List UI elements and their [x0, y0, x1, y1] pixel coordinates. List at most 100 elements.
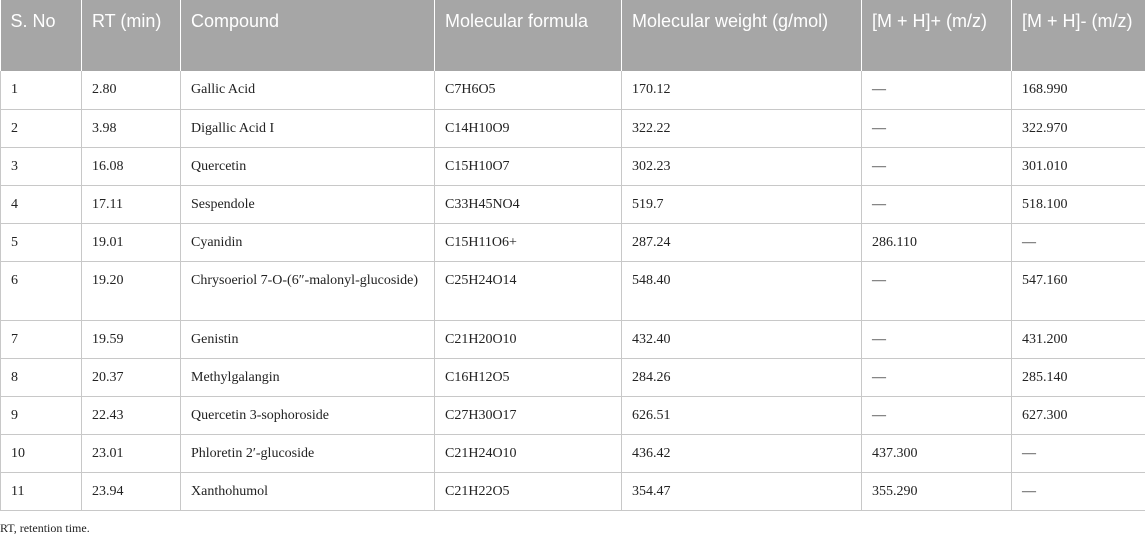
header-row: S. No RT (min) Compound Molecular formul… [0, 0, 1145, 71]
cell-molecular-formula: C21H24O10 [434, 434, 622, 473]
cell-rt: 19.20 [81, 261, 181, 321]
cell-m-plus-h-positive: — [861, 71, 1012, 110]
cell-m-plus-h-negative: 301.010 [1011, 147, 1145, 186]
cell-molecular-weight: 436.42 [621, 434, 862, 473]
cell-s-no: 9 [0, 396, 82, 435]
table-row: 7 19.59 Genistin C21H20O10 432.40—431.200 [0, 320, 1145, 359]
header-s-no: S. No [0, 0, 82, 71]
cell-molecular-formula: C7H6O5 [434, 71, 622, 110]
cell-s-no: 10 [0, 434, 82, 473]
cell-rt: 19.01 [81, 223, 181, 262]
cell-m-plus-h-negative: 285.140 [1011, 358, 1145, 397]
cell-molecular-weight: 287.24 [621, 223, 862, 262]
cell-m-plus-h-positive: — [861, 261, 1012, 321]
cell-s-no: 2 [0, 109, 82, 148]
cell-compound: Genistin [180, 320, 435, 359]
cell-molecular-formula: C25H24O14 [434, 261, 622, 321]
cell-molecular-weight: 354.47 [621, 472, 862, 511]
cell-m-plus-h-positive: 286.110 [861, 223, 1012, 262]
cell-molecular-weight: 170.12 [621, 71, 862, 110]
cell-m-plus-h-negative: — [1011, 472, 1145, 511]
cell-m-plus-h-negative: 627.300 [1011, 396, 1145, 435]
cell-rt: 20.37 [81, 358, 181, 397]
cell-molecular-weight: 626.51 [621, 396, 862, 435]
cell-molecular-formula: C14H10O9 [434, 109, 622, 148]
cell-m-plus-h-negative: 431.200 [1011, 320, 1145, 359]
header-compound: Compound [180, 0, 435, 71]
cell-m-plus-h-positive: — [861, 396, 1012, 435]
cell-m-plus-h-positive: — [861, 147, 1012, 186]
cell-s-no: 6 [0, 261, 82, 321]
cell-molecular-weight: 284.26 [621, 358, 862, 397]
table-header: S. No RT (min) Compound Molecular formul… [0, 0, 1145, 71]
cell-molecular-formula: C21H20O10 [434, 320, 622, 359]
cell-compound: Methylgalangin [180, 358, 435, 397]
table-row: 10 23.01 Phloretin 2′-glucoside C21H24O10 43… [0, 434, 1145, 473]
cell-m-plus-h-positive: 437.300 [861, 434, 1012, 473]
cell-m-plus-h-positive: — [861, 320, 1012, 359]
table-row: 2 3.98 Digallic Acid I C14H10O9 322.22—322.9… [0, 109, 1145, 148]
cell-compound: Chrysoeriol 7-O-(6″-malonyl-glucoside) [180, 261, 435, 321]
cell-rt: 19.59 [81, 320, 181, 359]
cell-s-no: 11 [0, 472, 82, 511]
table-footnote: RT, retention time. [0, 521, 90, 535]
cell-m-plus-h-positive: 355.290 [861, 472, 1012, 511]
header-m-plus-h-negative: [M + H]- (m/z) [1011, 0, 1145, 71]
cell-molecular-formula: C15H11O6+ [434, 223, 622, 262]
cell-compound: Sespendole [180, 185, 435, 224]
cell-m-plus-h-negative: — [1011, 434, 1145, 473]
cell-m-plus-h-negative: 168.990 [1011, 71, 1145, 110]
cell-s-no: 1 [0, 71, 82, 110]
cell-rt: 3.98 [81, 109, 181, 148]
cell-compound: Gallic Acid [180, 71, 435, 110]
table-row: 11 23.94 Xanthohumol C21H22O5 354.47 355.290— [0, 472, 1145, 511]
cell-molecular-formula: C33H45NO4 [434, 185, 622, 224]
cell-m-plus-h-positive: — [861, 185, 1012, 224]
cell-molecular-formula: C21H22O5 [434, 472, 622, 511]
table-row: 8 20.37 Methylgalangin C16H12O5 284.26—285.1… [0, 358, 1145, 397]
cell-rt: 23.01 [81, 434, 181, 473]
compound-table: S. No RT (min) Compound Molecular formul… [0, 0, 1145, 511]
table-body: 1 2.80 Gallic Acid C7H6O5 170.12—168.990 2 3.9… [0, 71, 1145, 511]
table-row: 9 22.43 Quercetin 3-sophoroside C27H30O17 62… [0, 396, 1145, 435]
cell-molecular-weight: 322.22 [621, 109, 862, 148]
cell-compound: Digallic Acid I [180, 109, 435, 148]
cell-s-no: 4 [0, 185, 82, 224]
table-row: 3 16.08 Quercetin C15H10O7 302.23—301.010 [0, 147, 1145, 186]
cell-m-plus-h-positive: — [861, 109, 1012, 148]
header-rt: RT (min) [81, 0, 181, 71]
header-molecular-formula: Molecular formula [434, 0, 622, 71]
cell-compound: Phloretin 2′-glucoside [180, 434, 435, 473]
cell-molecular-weight: 302.23 [621, 147, 862, 186]
cell-m-plus-h-negative: — [1011, 223, 1145, 262]
cell-compound: Quercetin [180, 147, 435, 186]
cell-s-no: 5 [0, 223, 82, 262]
cell-molecular-formula: C27H30O17 [434, 396, 622, 435]
cell-m-plus-h-negative: 322.970 [1011, 109, 1145, 148]
cell-m-plus-h-positive: — [861, 358, 1012, 397]
table-row: 6 19.20 Chrysoeriol 7-O-(6″-malonyl-glucos… [0, 261, 1145, 321]
cell-m-plus-h-negative: 547.160 [1011, 261, 1145, 321]
cell-rt: 2.80 [81, 71, 181, 110]
table-row: 1 2.80 Gallic Acid C7H6O5 170.12—168.990 [0, 71, 1145, 110]
cell-molecular-weight: 432.40 [621, 320, 862, 359]
cell-molecular-weight: 548.40 [621, 261, 862, 321]
cell-molecular-formula: C15H10O7 [434, 147, 622, 186]
cell-m-plus-h-negative: 518.100 [1011, 185, 1145, 224]
cell-compound: Cyanidin [180, 223, 435, 262]
cell-molecular-formula: C16H12O5 [434, 358, 622, 397]
cell-compound: Xanthohumol [180, 472, 435, 511]
cell-compound: Quercetin 3-sophoroside [180, 396, 435, 435]
cell-s-no: 7 [0, 320, 82, 359]
cell-rt: 23.94 [81, 472, 181, 511]
table-row: 4 17.11 Sespendole C33H45NO4 519.7—518.100 [0, 185, 1145, 224]
cell-rt: 17.11 [81, 185, 181, 224]
cell-s-no: 8 [0, 358, 82, 397]
cell-rt: 16.08 [81, 147, 181, 186]
header-molecular-weight: Molecular weight (g/mol) [621, 0, 862, 71]
cell-s-no: 3 [0, 147, 82, 186]
table-row: 5 19.01 Cyanidin C15H11O6+ 287.24 286.110— [0, 223, 1145, 262]
header-m-plus-h-positive: [M + H]+ (m/z) [861, 0, 1012, 71]
cell-rt: 22.43 [81, 396, 181, 435]
cell-molecular-weight: 519.7 [621, 185, 862, 224]
